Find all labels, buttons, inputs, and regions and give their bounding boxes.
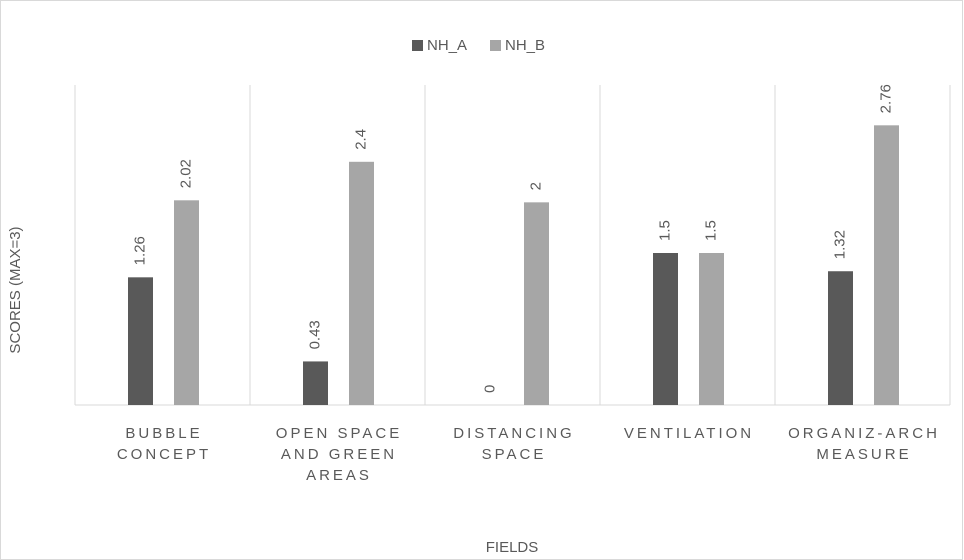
data-label: 1.26 (131, 236, 148, 265)
legend-swatch (490, 40, 501, 51)
bar (128, 277, 153, 405)
data-label: 2.76 (877, 84, 894, 113)
bar (524, 202, 549, 405)
legend-swatch (412, 40, 423, 51)
x-tick-label: OPEN SPACE AND GREEN AREAS (276, 425, 402, 484)
y-axis-title: SCORES (MAX=3) (7, 226, 24, 353)
data-label: 2 (527, 182, 544, 190)
bar (653, 253, 678, 405)
bar (828, 271, 853, 405)
data-label: 0.43 (306, 320, 323, 349)
bar (874, 125, 899, 405)
legend-label: NH_B (505, 37, 545, 54)
x-axis-title: FIELDS (486, 539, 539, 556)
data-label: 1.32 (831, 230, 848, 259)
data-label: 1.5 (656, 220, 673, 241)
bar (699, 253, 724, 405)
x-tick-label: ORGANIZ-ARCH MEASURE (788, 425, 940, 463)
data-label: 2.02 (177, 159, 194, 188)
x-tick-label: VENTILATION (624, 425, 754, 442)
x-tick-label: DISTANCING SPACE (453, 425, 574, 463)
x-tick-label: BUBBLE CONCEPT (117, 425, 211, 463)
data-label: 1.5 (702, 220, 719, 241)
bar (349, 161, 374, 405)
bar (303, 361, 328, 405)
data-label: 0 (481, 385, 498, 393)
data-label: 2.4 (352, 129, 369, 150)
bar (174, 200, 199, 405)
legend-label: NH_A (427, 37, 467, 54)
